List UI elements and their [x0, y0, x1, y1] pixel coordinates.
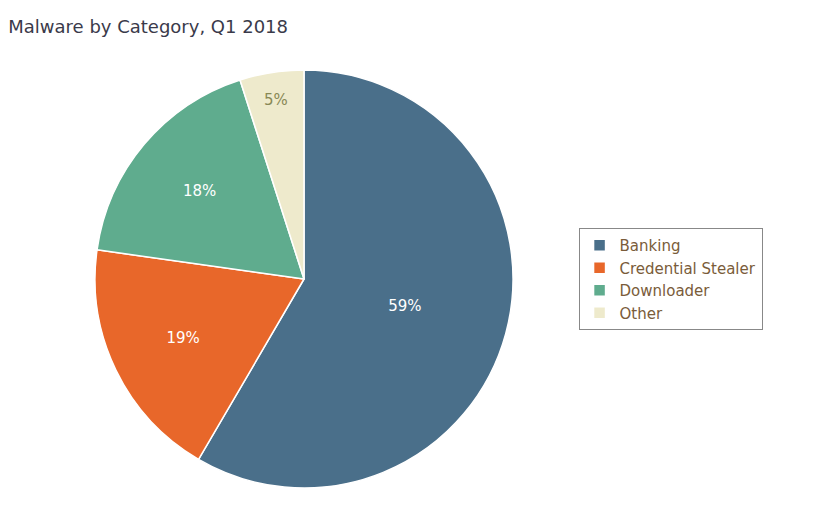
svg-text:59%: 59% — [388, 297, 421, 315]
svg-text:Banking: Banking — [620, 237, 681, 255]
svg-text:Credential Stealer: Credential Stealer — [620, 260, 756, 278]
svg-text:Malware by Category, Q1 2018: Malware by Category, Q1 2018 — [8, 16, 288, 37]
svg-text:18%: 18% — [183, 182, 216, 200]
svg-text:Downloader: Downloader — [620, 282, 711, 300]
svg-text:Other: Other — [620, 305, 663, 323]
svg-text:5%: 5% — [264, 91, 288, 109]
svg-text:19%: 19% — [167, 329, 200, 347]
